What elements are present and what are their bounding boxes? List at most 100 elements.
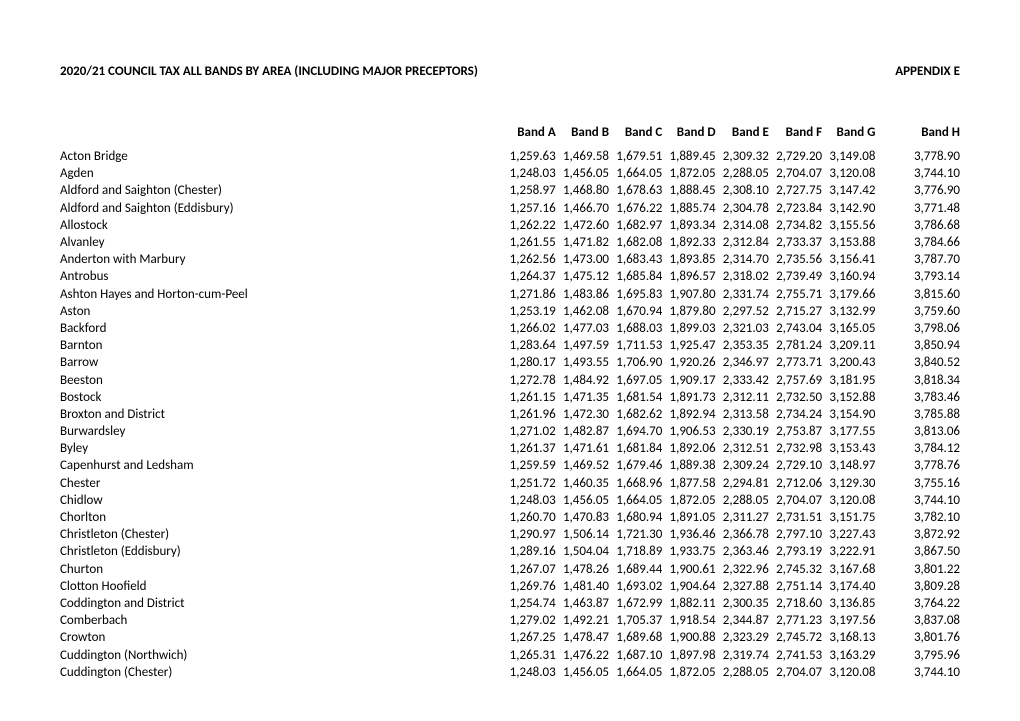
area-cell: Byley xyxy=(60,440,502,457)
band-cell: 2,757.69 xyxy=(769,371,822,388)
area-cell: Christleton (Eddisbury) xyxy=(60,543,502,560)
band-cell: 1,925.47 xyxy=(662,337,715,354)
band-cell: 3,872.92 xyxy=(887,526,960,543)
band-cell: 2,704.07 xyxy=(769,664,822,681)
band-cell: 2,309.32 xyxy=(716,148,769,165)
band-cell: 3,153.43 xyxy=(822,440,875,457)
band-cell: 2,314.70 xyxy=(716,251,769,268)
band-cell: 1,478.47 xyxy=(556,629,609,646)
area-cell: Acton Bridge xyxy=(60,148,502,165)
band-cell: 1,471.61 xyxy=(556,440,609,457)
band-cell: 3,755.16 xyxy=(887,475,960,492)
band-cell: 1,478.26 xyxy=(556,561,609,578)
band-cell: 2,288.05 xyxy=(716,664,769,681)
band-cell: 2,312.11 xyxy=(716,389,769,406)
band-cell: 3,776.90 xyxy=(887,182,960,199)
band-cell: 3,786.68 xyxy=(887,217,960,234)
band-cell: 3,147.42 xyxy=(822,182,875,199)
band-cell: 1,682.62 xyxy=(609,406,662,423)
band-cell: 3,771.48 xyxy=(887,200,960,217)
table-row: Comberbach1,279.021,492.211,705.371,918.… xyxy=(60,612,960,629)
band-cell: 1,718.89 xyxy=(609,543,662,560)
band-cell: 1,251.72 xyxy=(502,475,555,492)
band-cell: 2,314.08 xyxy=(716,217,769,234)
band-cell: 2,718.60 xyxy=(769,595,822,612)
band-cell: 2,781.24 xyxy=(769,337,822,354)
area-cell: Backford xyxy=(60,320,502,337)
band-cell: 1,280.17 xyxy=(502,354,555,371)
band-cell: 1,893.85 xyxy=(662,251,715,268)
band-cell: 1,889.45 xyxy=(662,148,715,165)
band-cell: 2,715.27 xyxy=(769,303,822,320)
band-cell: 3,197.56 xyxy=(822,612,875,629)
band-cell: 3,840.52 xyxy=(887,354,960,371)
table-row: Alvanley1,261.551,471.821,682.081,892.33… xyxy=(60,234,960,251)
band-cell: 1,261.37 xyxy=(502,440,555,457)
band-cell: 3,801.76 xyxy=(887,629,960,646)
band-cell: 3,129.30 xyxy=(822,475,875,492)
band-cell: 2,739.49 xyxy=(769,268,822,285)
band-cell: 1,469.58 xyxy=(556,148,609,165)
band-cell: 3,818.34 xyxy=(887,371,960,388)
band-cell: 1,469.52 xyxy=(556,457,609,474)
band-cell: 1,260.70 xyxy=(502,509,555,526)
band-cell: 2,745.32 xyxy=(769,561,822,578)
band-cell: 1,261.15 xyxy=(502,389,555,406)
table-row: Burwardsley1,271.021,482.871,694.701,906… xyxy=(60,423,960,440)
area-cell: Antrobus xyxy=(60,268,502,285)
band-cell: 3,744.10 xyxy=(887,492,960,509)
band-cell: 1,683.43 xyxy=(609,251,662,268)
band-cell: 3,787.70 xyxy=(887,251,960,268)
band-cell: 3,142.90 xyxy=(822,200,875,217)
col-band-e: Band E xyxy=(716,123,769,148)
table-row: Agden1,248.031,456.051,664.051,872.052,2… xyxy=(60,165,960,182)
band-cell: 1,899.03 xyxy=(662,320,715,337)
band-cell: 1,879.80 xyxy=(662,303,715,320)
band-cell: 1,248.03 xyxy=(502,492,555,509)
band-cell: 1,289.16 xyxy=(502,543,555,560)
area-cell: Allostock xyxy=(60,217,502,234)
band-cell: 2,745.72 xyxy=(769,629,822,646)
col-band-b: Band B xyxy=(556,123,609,148)
band-cell: 1,483.86 xyxy=(556,286,609,303)
band-cell: 2,308.10 xyxy=(716,182,769,199)
band-cell: 3,785.88 xyxy=(887,406,960,423)
band-cell: 1,482.87 xyxy=(556,423,609,440)
table-row: Beeston1,272.781,484.921,697.051,909.172… xyxy=(60,371,960,388)
band-cell: 3,782.10 xyxy=(887,509,960,526)
band-cell: 1,462.08 xyxy=(556,303,609,320)
band-cell: 2,312.51 xyxy=(716,440,769,457)
band-cell: 1,689.44 xyxy=(609,561,662,578)
band-cell: 1,721.30 xyxy=(609,526,662,543)
table-row: Christleton (Chester)1,290.971,506.141,7… xyxy=(60,526,960,543)
band-cell: 1,290.97 xyxy=(502,526,555,543)
table-row: Aston1,253.191,462.081,670.941,879.802,2… xyxy=(60,303,960,320)
col-band-d: Band D xyxy=(662,123,715,148)
col-band-g: Band G xyxy=(822,123,875,148)
band-cell: 3,148.97 xyxy=(822,457,875,474)
page-title: 2020/21 COUNCIL TAX ALL BANDS BY AREA (I… xyxy=(60,64,478,79)
band-cell: 1,456.05 xyxy=(556,492,609,509)
col-band-f: Band F xyxy=(769,123,822,148)
area-cell: Chester xyxy=(60,475,502,492)
band-cell: 2,300.35 xyxy=(716,595,769,612)
band-cell: 2,729.20 xyxy=(769,148,822,165)
table-row: Chester1,251.721,460.351,668.961,877.582… xyxy=(60,475,960,492)
band-cell: 2,771.23 xyxy=(769,612,822,629)
band-cell: 1,261.96 xyxy=(502,406,555,423)
band-cell: 2,753.87 xyxy=(769,423,822,440)
band-cell: 3,744.10 xyxy=(887,664,960,681)
band-cell: 2,297.52 xyxy=(716,303,769,320)
area-cell: Barrow xyxy=(60,354,502,371)
band-cell: 3,156.41 xyxy=(822,251,875,268)
col-area xyxy=(60,123,502,148)
band-cell: 1,882.11 xyxy=(662,595,715,612)
band-cell: 2,751.14 xyxy=(769,578,822,595)
col-band-a: Band A xyxy=(502,123,555,148)
band-cell: 1,676.22 xyxy=(609,200,662,217)
band-cell: 2,773.71 xyxy=(769,354,822,371)
band-cell: 3,151.75 xyxy=(822,509,875,526)
band-cell: 1,254.74 xyxy=(502,595,555,612)
band-cell: 3,759.60 xyxy=(887,303,960,320)
band-cell: 2,793.19 xyxy=(769,543,822,560)
